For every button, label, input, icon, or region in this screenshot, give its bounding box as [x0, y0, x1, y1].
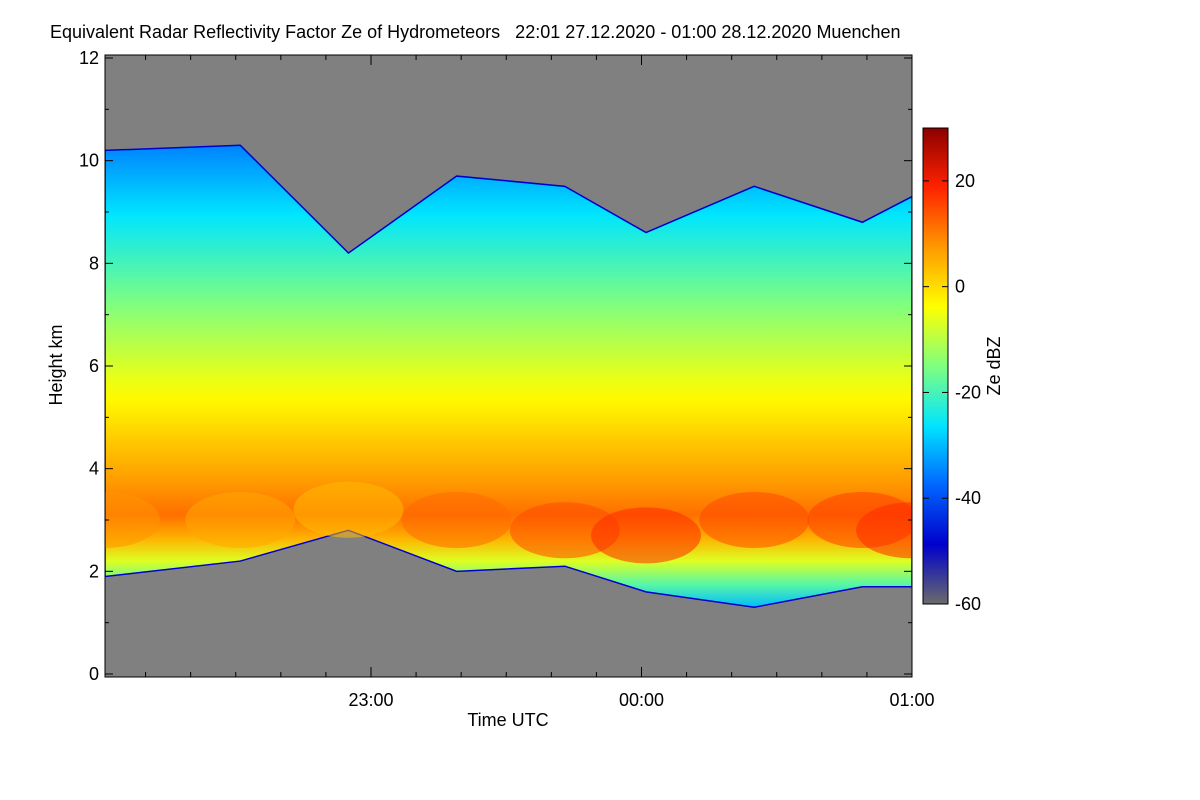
y-tick-label: 6	[89, 356, 99, 376]
echo-max-mark	[401, 492, 512, 548]
y-axis-label: Height km	[46, 324, 66, 405]
echo-max-mark	[699, 492, 810, 548]
y-tick-label: 2	[89, 561, 99, 581]
axes: 0 2 4 6 8 10 12 23:00 00:00 01:00	[79, 48, 935, 710]
echo-max-mark	[105, 492, 160, 548]
echo-max-mark	[856, 502, 912, 559]
colorbar	[922, 127, 949, 605]
plot-area	[105, 55, 912, 677]
y-tick-label: 10	[79, 151, 99, 171]
echo-max-mark	[185, 492, 296, 548]
x-axis-label: Time UTC	[467, 710, 548, 730]
x-tick-label: 23:00	[348, 690, 393, 710]
colorbar-ticks: -60 -40 -20 0 20	[923, 171, 981, 614]
chart-title: Equivalent Radar Reflectivity Factor Ze …	[50, 22, 901, 42]
echo-max-mark	[293, 481, 404, 538]
y-tick-label: 0	[89, 664, 99, 684]
colorbar-label: Ze dBZ	[984, 336, 1004, 395]
echo-max-mark	[509, 502, 620, 559]
echo-max-mark	[591, 507, 702, 564]
y-tick-label: 4	[89, 459, 99, 479]
y-tick-label: 8	[89, 253, 99, 273]
colorbar-tick-label: -20	[955, 382, 981, 402]
colorbar-tick-label: -60	[955, 594, 981, 614]
colorbar-tick-label: 0	[955, 277, 965, 297]
x-tick-label: 01:00	[889, 690, 934, 710]
colorbar-tick-label: 20	[955, 171, 975, 191]
y-tick-label: 12	[79, 48, 99, 68]
x-tick-label: 00:00	[619, 690, 664, 710]
colorbar-tick-label: -40	[955, 488, 981, 508]
